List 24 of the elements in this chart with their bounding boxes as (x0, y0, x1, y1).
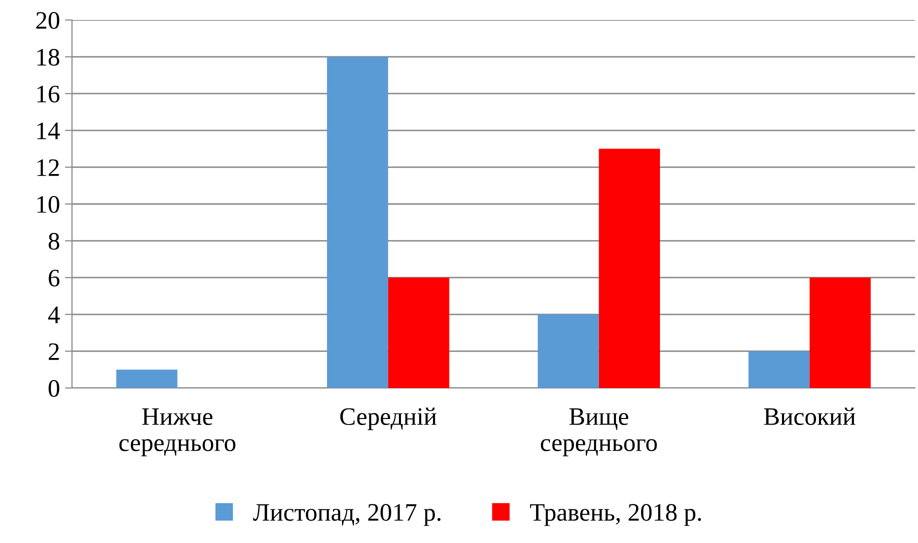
bar (538, 314, 599, 388)
x-tick-label: Нижче середнього (119, 408, 236, 456)
y-tick-label: 14 (37, 122, 60, 140)
bar (327, 56, 388, 388)
x-tick-label: Середній (340, 408, 436, 430)
y-tick-label: 8 (48, 232, 60, 250)
y-tick-label: 12 (37, 159, 59, 176)
bar (116, 370, 178, 388)
legend-label: Листопад, 2017 р. (253, 504, 440, 526)
bar (748, 351, 810, 388)
x-tick-label: Вище середнього (540, 408, 657, 456)
x-tick-label: Високий (764, 408, 856, 426)
bar (598, 148, 660, 388)
y-tick-label: 20 (36, 12, 60, 29)
y-tick-label: 16 (37, 86, 60, 103)
y-tick-label: 18 (37, 48, 60, 66)
y-tick-label: 6 (48, 270, 60, 287)
legend-label: Травень, 2018 р. (530, 504, 701, 526)
y-tick-label: 4 (48, 306, 60, 324)
bar (810, 278, 871, 388)
bar (388, 278, 450, 388)
y-tick-label: 0 (48, 380, 60, 397)
y-tick-label: 2 (48, 343, 59, 360)
y-tick-label: 10 (37, 196, 60, 213)
